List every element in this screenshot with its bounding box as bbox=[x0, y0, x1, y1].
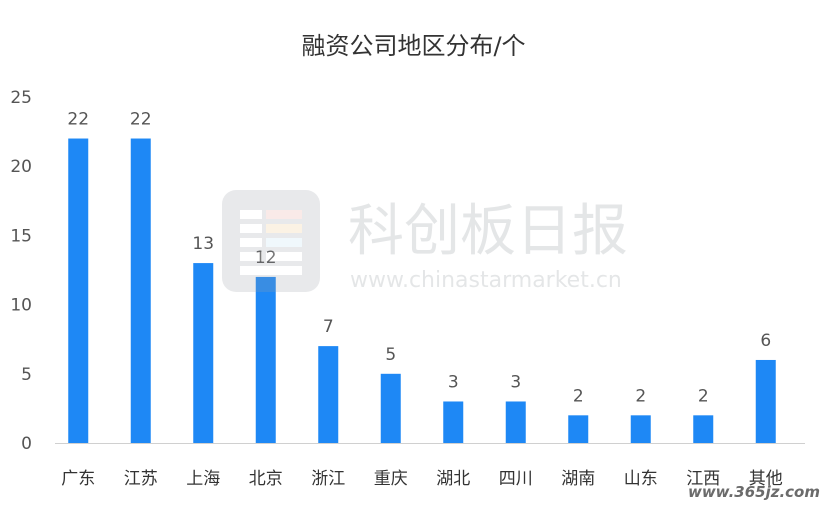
watermark-logo-icon bbox=[222, 190, 320, 292]
data-label-1: 22 bbox=[130, 110, 152, 130]
data-labels: 2222131275332226 bbox=[67, 110, 771, 407]
data-label-7: 3 bbox=[510, 372, 521, 392]
x-tick-label-0: 广东 bbox=[61, 469, 95, 489]
x-tick-label-6: 湖北 bbox=[436, 469, 470, 489]
bar-4 bbox=[318, 346, 339, 443]
data-label-9: 2 bbox=[635, 386, 646, 406]
data-label-4: 7 bbox=[323, 317, 334, 337]
bars bbox=[68, 138, 776, 443]
data-label-6: 3 bbox=[448, 372, 459, 392]
y-tick-label: 10 bbox=[10, 296, 32, 316]
bar-6 bbox=[443, 401, 464, 443]
bar-11 bbox=[755, 359, 776, 443]
y-tick-label: 15 bbox=[10, 226, 32, 246]
data-label-10: 2 bbox=[698, 386, 709, 406]
x-tick-label-4: 浙江 bbox=[311, 469, 345, 489]
bar-9 bbox=[630, 415, 651, 443]
x-tick-label-10: 江西 bbox=[686, 469, 720, 489]
bar-0 bbox=[68, 138, 89, 443]
y-tick-label: 0 bbox=[21, 434, 32, 454]
x-tick-label-8: 湖南 bbox=[561, 469, 595, 489]
bar-10 bbox=[693, 415, 714, 443]
watermark-url: www.chinastarmarket.cn bbox=[350, 268, 622, 293]
corner-watermark: www.365jz.com bbox=[688, 483, 820, 501]
x-tick-label-7: 四川 bbox=[499, 469, 533, 489]
x-tick-label-9: 山东 bbox=[624, 469, 658, 489]
data-label-5: 5 bbox=[385, 345, 396, 365]
bar-5 bbox=[380, 373, 401, 443]
x-tick-label-11: 其他 bbox=[749, 469, 783, 489]
y-tick-label: 25 bbox=[10, 88, 32, 108]
x-tick-label-2: 上海 bbox=[186, 469, 220, 489]
bar-2 bbox=[193, 263, 214, 443]
y-tick-label: 5 bbox=[21, 365, 32, 385]
bar-7 bbox=[505, 401, 526, 443]
bar-1 bbox=[130, 138, 151, 443]
chart-title: 融资公司地区分布/个 bbox=[301, 32, 526, 60]
x-axis: 广东 江苏 上海 北京 浙江 重庆 湖北 四川 湖南 山东 江西 其他 bbox=[61, 469, 783, 489]
y-axis: 0 5 10 15 20 25 bbox=[10, 88, 32, 454]
bar-3 bbox=[255, 276, 276, 443]
bar-8 bbox=[568, 415, 589, 443]
watermark-brand: 科创板日报 bbox=[348, 199, 628, 264]
data-label-0: 22 bbox=[67, 110, 89, 130]
x-tick-label-3: 北京 bbox=[249, 469, 283, 489]
data-label-2: 13 bbox=[192, 234, 214, 254]
x-tick-label-5: 重庆 bbox=[374, 469, 408, 489]
y-tick-label: 20 bbox=[10, 157, 32, 177]
data-label-8: 2 bbox=[573, 386, 584, 406]
data-label-3: 12 bbox=[255, 248, 277, 268]
watermark: 科创板日报 www.chinastarmarket.cn bbox=[222, 190, 628, 293]
x-tick-label-1: 江苏 bbox=[124, 469, 158, 489]
data-label-11: 6 bbox=[760, 331, 771, 351]
